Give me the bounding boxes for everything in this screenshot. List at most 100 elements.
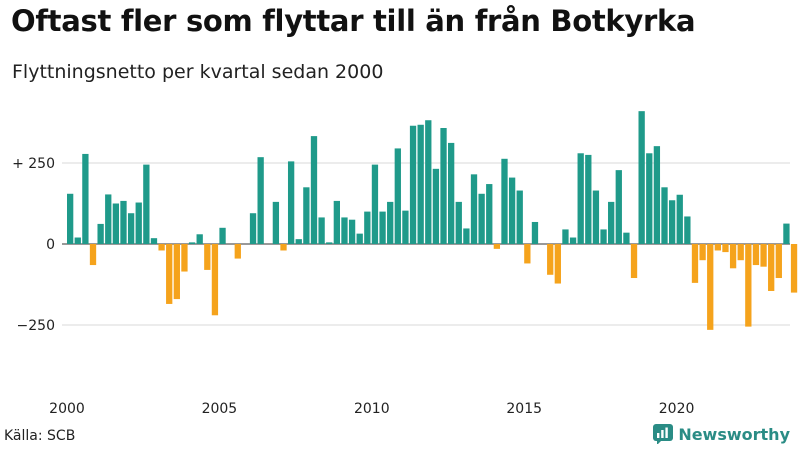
- bar: [470, 174, 478, 244]
- bar: [684, 216, 691, 244]
- bar: [280, 244, 287, 251]
- x-tick-label: 2000: [49, 401, 85, 417]
- bar: [493, 244, 501, 249]
- bar: [333, 200, 340, 244]
- newsworthy-logo-icon: [653, 424, 674, 444]
- y-tick-label: + 250: [12, 156, 55, 172]
- bar: [348, 219, 356, 244]
- bar: [287, 161, 295, 244]
- bar: [608, 201, 615, 244]
- bar: [127, 213, 135, 244]
- bar: [425, 120, 432, 244]
- bar: [661, 187, 668, 244]
- x-tick-label: 2010: [354, 401, 390, 417]
- bar: [387, 201, 394, 244]
- x-tick-label: 2015: [506, 401, 542, 417]
- bar: [173, 244, 180, 300]
- bar: [562, 229, 569, 244]
- bar: [448, 142, 455, 244]
- bar: [440, 128, 447, 244]
- source-note: Källa: SCB: [4, 428, 76, 444]
- bar: [249, 213, 257, 244]
- bar: [676, 194, 683, 244]
- bar: [638, 111, 645, 244]
- bar: [196, 234, 203, 244]
- bar: [158, 244, 165, 251]
- bar: [356, 233, 363, 244]
- bar: [486, 184, 493, 244]
- bar: [326, 242, 333, 244]
- bar: [524, 244, 531, 264]
- bar: [318, 217, 325, 244]
- brand-name: Newsworthy: [678, 424, 790, 444]
- bar: [783, 223, 790, 244]
- bar: [417, 124, 424, 244]
- bar: [364, 211, 371, 244]
- bar: [394, 148, 401, 244]
- bar: [668, 200, 676, 244]
- bar: [166, 244, 173, 304]
- y-tick-label: 0: [46, 237, 55, 253]
- bar: [547, 244, 554, 275]
- bar: [592, 190, 600, 244]
- x-tick-label: 2005: [202, 401, 238, 417]
- bar: [569, 237, 577, 244]
- chart-subtitle: Flyttningsnetto per kvartal sedan 2000: [12, 61, 384, 83]
- bar: [600, 229, 607, 244]
- bar: [630, 244, 638, 279]
- bar: [143, 164, 150, 244]
- bar: [371, 164, 379, 244]
- bar: [272, 201, 280, 244]
- bar: [181, 244, 188, 272]
- bar: [257, 157, 264, 244]
- bar: [234, 244, 241, 259]
- bars: [67, 111, 798, 330]
- bar: [501, 158, 508, 244]
- x-axis-ticks: 2000 2005 2010 2015 2020: [49, 401, 694, 417]
- bar: [105, 194, 112, 244]
- bar: [585, 154, 592, 244]
- bar: [790, 244, 798, 293]
- bar: [341, 217, 348, 244]
- bar: [432, 168, 440, 244]
- bar: [211, 244, 219, 316]
- bar: [74, 237, 81, 244]
- bar: [508, 177, 516, 244]
- bar: [577, 153, 584, 244]
- bar: [722, 244, 729, 253]
- bar: [768, 244, 775, 291]
- bar: [714, 244, 721, 251]
- bar: [463, 228, 470, 244]
- bar: [188, 242, 196, 244]
- bar: [646, 153, 653, 244]
- bar: [97, 223, 104, 244]
- bar: [295, 239, 302, 244]
- bar: [150, 238, 158, 244]
- bar: [707, 244, 714, 330]
- bar: [135, 202, 142, 244]
- bar: [219, 227, 226, 244]
- bar: [120, 200, 127, 244]
- bar: [67, 193, 74, 244]
- bar: [615, 170, 622, 244]
- bar: [89, 244, 97, 266]
- bar: [760, 244, 767, 267]
- bar: [752, 244, 760, 266]
- bar: [737, 244, 744, 261]
- bar: [516, 190, 523, 244]
- bar: [775, 244, 782, 279]
- bar: [310, 136, 318, 244]
- brand-logo: Newsworthy: [653, 424, 790, 444]
- bar: [409, 125, 417, 244]
- x-tick-label: 2020: [659, 401, 695, 417]
- bar: [379, 211, 386, 244]
- bar: [623, 232, 630, 244]
- bar: [699, 244, 706, 261]
- bar: [112, 203, 120, 244]
- bar: [455, 201, 462, 244]
- chart-title: Oftast fler som flyttar till än från Bot…: [11, 4, 696, 38]
- bar: [531, 221, 539, 244]
- bar: [82, 153, 89, 244]
- bar: [653, 146, 661, 244]
